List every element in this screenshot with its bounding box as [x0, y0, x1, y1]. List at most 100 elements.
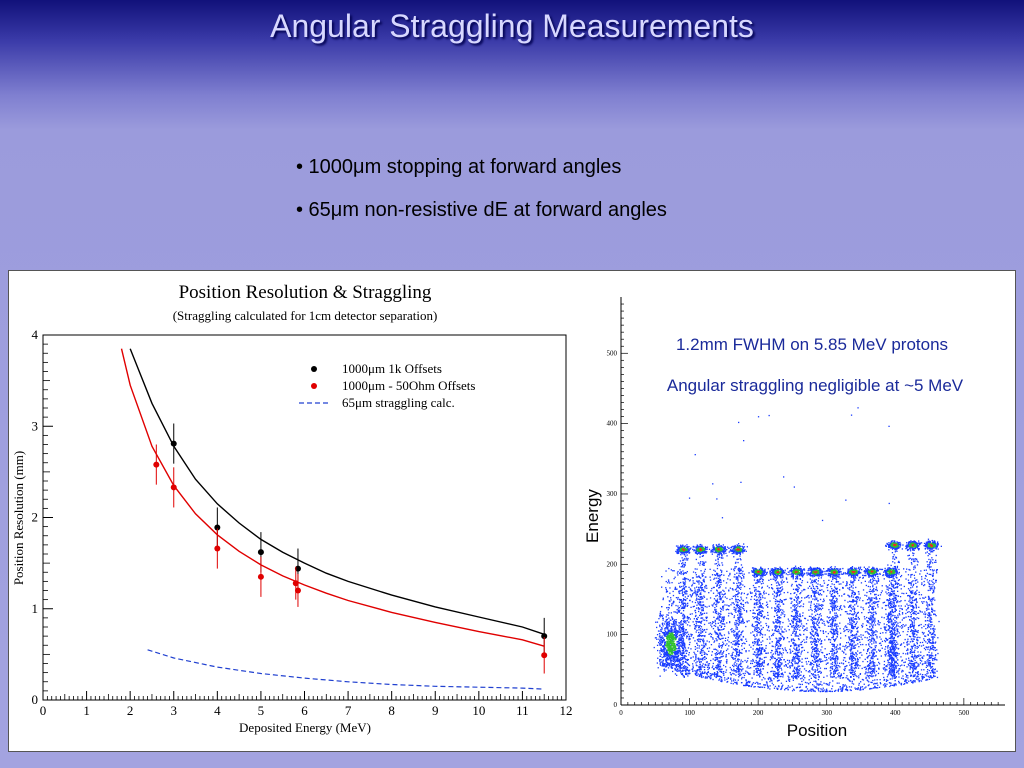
- scatter-point: [662, 661, 664, 663]
- scatter-point: [699, 651, 701, 653]
- scatter-point: [788, 676, 790, 678]
- scatter-point: [682, 626, 684, 628]
- scatter-point: [814, 658, 816, 661]
- scatter-point: [834, 624, 836, 626]
- scatter-point: [932, 642, 934, 644]
- scatter-point: [688, 637, 690, 639]
- scatter-point: [721, 601, 724, 603]
- scatter-point: [725, 654, 727, 656]
- scatter-point: [695, 590, 697, 593]
- scatter-point: [810, 626, 812, 628]
- scatter-point: [787, 687, 789, 689]
- scatter-point: [729, 621, 731, 623]
- scatter-point: [759, 602, 761, 604]
- scatter-point: [702, 589, 704, 591]
- scatter-point: [844, 684, 846, 686]
- scatter-point: [767, 685, 769, 687]
- scatter-point: [794, 653, 796, 655]
- scatter-point: [687, 578, 689, 581]
- scatter-point: [859, 657, 861, 659]
- scatter-point: [766, 624, 768, 627]
- scatter-point: [810, 647, 813, 649]
- scatter-point: [708, 650, 710, 652]
- scatter-point: [793, 630, 796, 632]
- scatter-point: [804, 677, 806, 679]
- scatter-point: [720, 676, 723, 678]
- scatter-point: [695, 612, 697, 614]
- scatter-point: [818, 614, 820, 616]
- scatter-point: [715, 582, 717, 584]
- scatter-point: [779, 637, 781, 639]
- scatter-point: [794, 643, 797, 645]
- scatter-point: [816, 669, 818, 671]
- scatter-point: [789, 673, 791, 675]
- scatter-point: [918, 612, 920, 614]
- scatter-point: [794, 660, 796, 662]
- scatter-point: [740, 612, 742, 614]
- scatter-point: [699, 632, 701, 634]
- y-tick-label: 0: [32, 692, 39, 707]
- scatter-point: [661, 649, 663, 651]
- scatter-point: [924, 662, 926, 664]
- scatter-point: [710, 624, 712, 626]
- scatter-point: [664, 642, 667, 644]
- scatter-point: [926, 609, 928, 611]
- scatter-point: [721, 647, 723, 649]
- scatter-point: [704, 671, 706, 673]
- scatter-point: [759, 668, 762, 670]
- scatter-point: [739, 570, 741, 573]
- scatter-point: [876, 687, 878, 689]
- scatter-point: [858, 675, 860, 677]
- scatter-point: [695, 593, 697, 595]
- scatter-point: [817, 634, 819, 636]
- scatter-point: [793, 604, 796, 606]
- scatter-point: [662, 619, 664, 621]
- scatter-point: [718, 638, 720, 640]
- scatter-point: [711, 622, 713, 625]
- left-plot-frame: [42, 334, 567, 701]
- scatter-point: [757, 609, 759, 611]
- scatter-point: [808, 597, 810, 599]
- scatter-point: [683, 565, 685, 567]
- scatter-point: [734, 635, 736, 637]
- scatter-point: [922, 633, 924, 635]
- scatter-point: [678, 562, 680, 565]
- scatter-point: [874, 611, 877, 613]
- scatter-point: [737, 665, 740, 667]
- scatter-point: [898, 682, 901, 684]
- scatter-point: [805, 623, 808, 625]
- scatter-point: [795, 607, 798, 609]
- scatter-point: [815, 578, 817, 581]
- scatter-point: [810, 595, 812, 597]
- scatter-point: [818, 654, 820, 656]
- scatter-point: [724, 677, 726, 679]
- scatter-point: [884, 653, 886, 656]
- scatter-point: [672, 590, 674, 593]
- scatter-point: [692, 571, 695, 573]
- y-tick-label: 0: [614, 701, 618, 709]
- scatter-point: [817, 580, 819, 582]
- scatter-point: [698, 590, 700, 592]
- scatter-point: [701, 635, 704, 637]
- scatter-point: [923, 625, 925, 627]
- scatter-point: [778, 640, 781, 642]
- scatter-point: [849, 606, 852, 608]
- scatter-point: [692, 637, 695, 639]
- scatter-point: [828, 579, 830, 581]
- scatter-point: [800, 653, 802, 655]
- scatter-point: [771, 641, 773, 643]
- scatter-point: [760, 612, 762, 614]
- scatter-point: [859, 687, 861, 690]
- scatter-point: [841, 689, 844, 691]
- scatter-point: [904, 625, 906, 627]
- scatter-point: [716, 580, 718, 583]
- scatter-point: [742, 604, 745, 606]
- scatter-point: [724, 637, 727, 639]
- scatter-point: [792, 677, 794, 679]
- scatter-point: [813, 622, 815, 624]
- scatter-point: [698, 635, 700, 637]
- scatter-point: [708, 622, 710, 624]
- scatter-point: [824, 648, 826, 650]
- scatter-point: [692, 656, 694, 658]
- scatter-point: [798, 626, 800, 628]
